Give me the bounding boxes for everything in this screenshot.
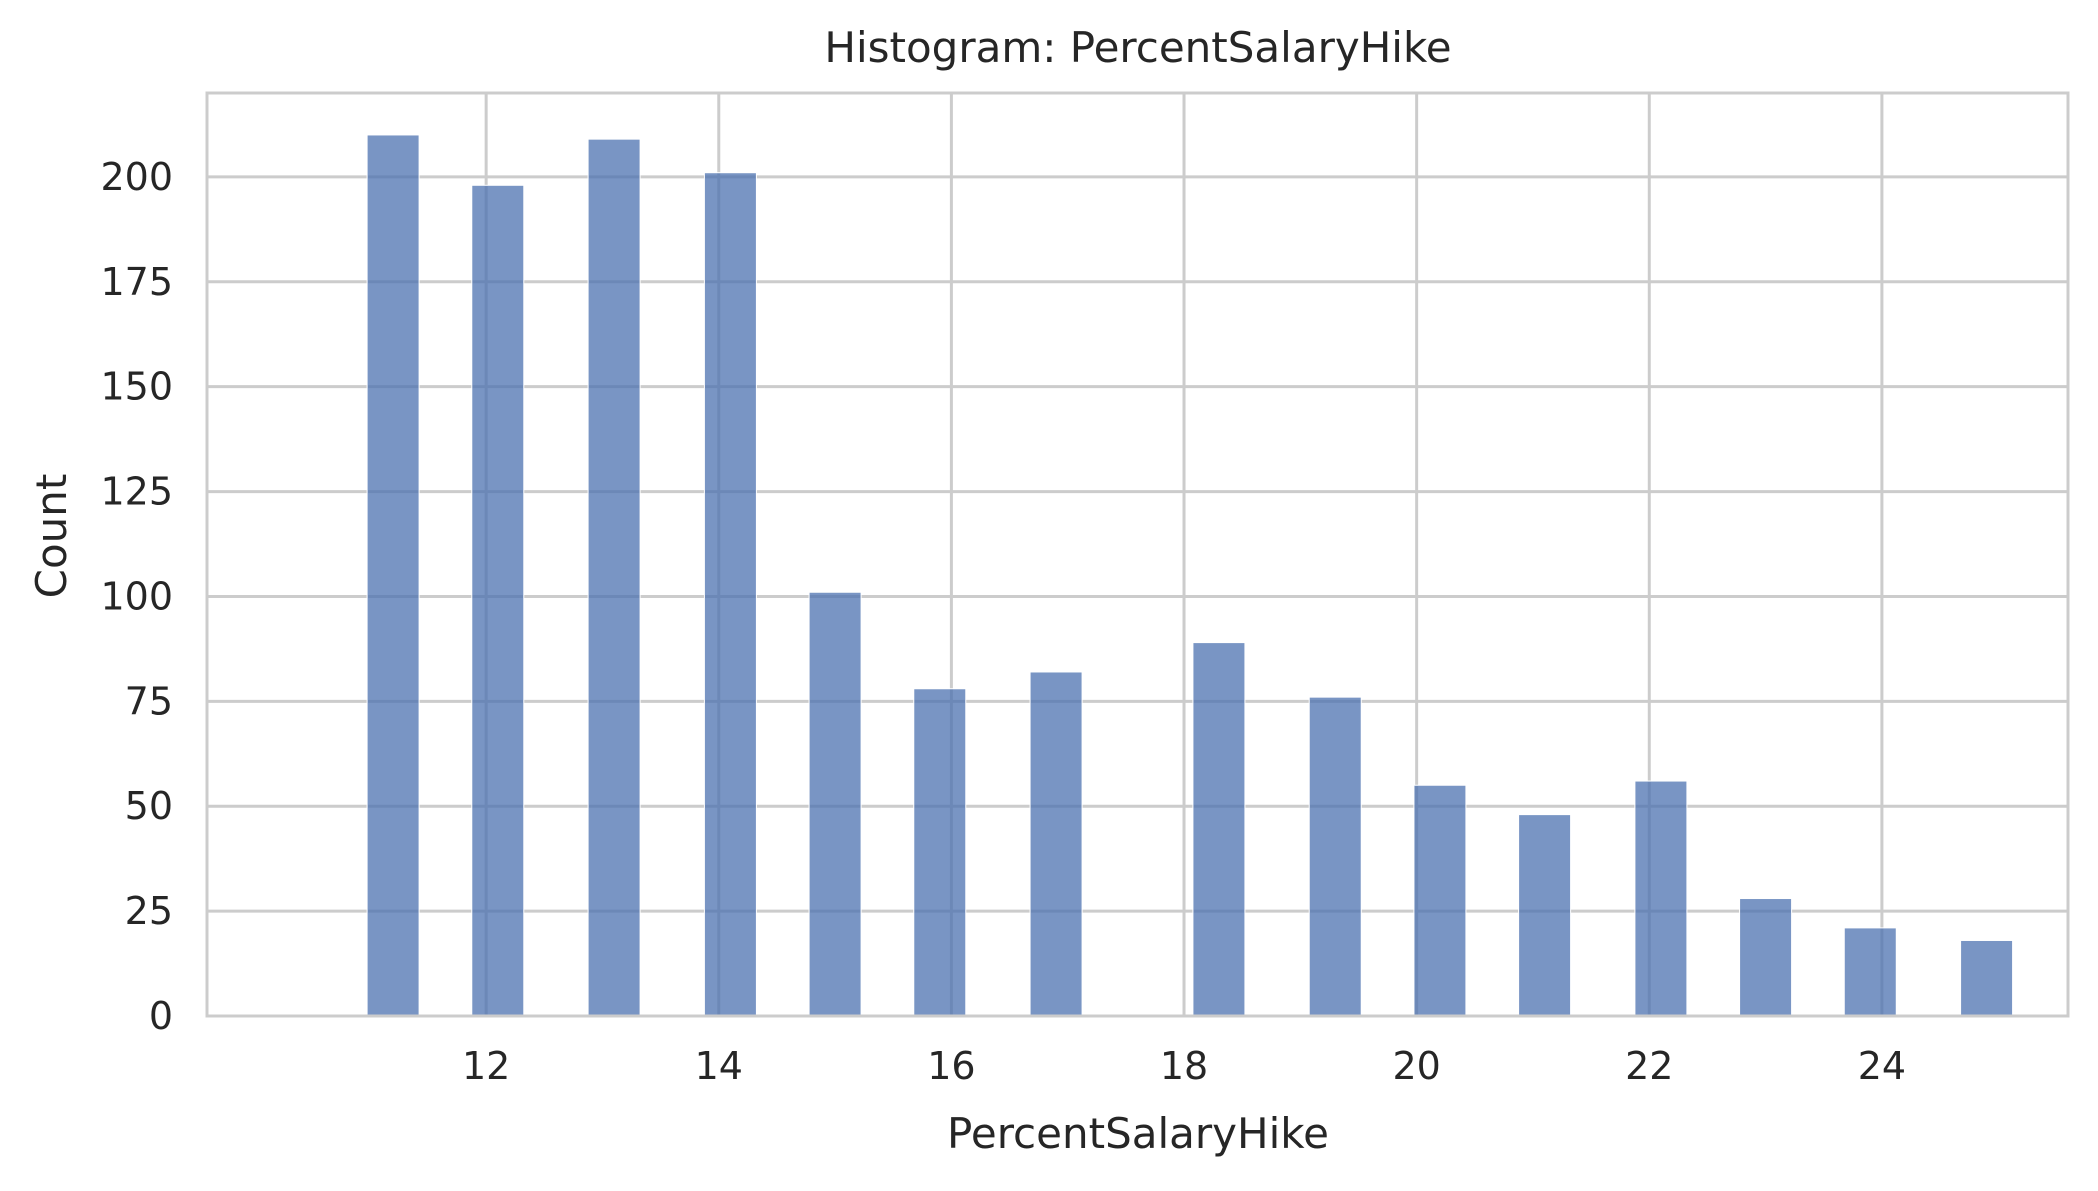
y-axis-ticks: 0 25 50 75 100 125 150 175 200 bbox=[100, 155, 173, 1038]
histogram-bar bbox=[1308, 696, 1362, 1017]
bars bbox=[366, 134, 2014, 1017]
histogram-bar bbox=[1739, 898, 1793, 1017]
y-axis-label: Count bbox=[27, 474, 76, 599]
x-tick-label: 22 bbox=[1625, 1044, 1673, 1088]
histogram-bar bbox=[587, 138, 641, 1017]
histogram-bar bbox=[703, 172, 757, 1017]
x-tick-label: 24 bbox=[1858, 1044, 1906, 1088]
y-tick-label: 125 bbox=[100, 470, 173, 514]
histogram-bar bbox=[913, 688, 967, 1017]
histogram-bar bbox=[471, 184, 525, 1017]
y-tick-label: 150 bbox=[100, 365, 173, 409]
chart-title: Histogram: PercentSalaryHike bbox=[824, 23, 1451, 72]
y-tick-label: 175 bbox=[100, 260, 173, 304]
y-tick-label: 75 bbox=[125, 679, 173, 723]
histogram-bar bbox=[366, 134, 420, 1017]
y-tick-label: 0 bbox=[149, 994, 173, 1038]
x-tick-label: 16 bbox=[927, 1044, 975, 1088]
x-axis-label: PercentSalaryHike bbox=[947, 1109, 1329, 1158]
y-tick-label: 100 bbox=[100, 574, 173, 618]
x-tick-label: 14 bbox=[695, 1044, 743, 1088]
x-tick-label: 12 bbox=[462, 1044, 510, 1088]
histogram-bar bbox=[1413, 784, 1467, 1017]
y-tick-label: 50 bbox=[125, 784, 173, 828]
y-tick-label: 200 bbox=[100, 155, 173, 199]
y-tick-label: 25 bbox=[125, 889, 173, 933]
x-tick-label: 20 bbox=[1392, 1044, 1440, 1088]
x-axis-ticks: 12 14 16 18 20 22 24 bbox=[462, 1044, 1906, 1088]
histogram-bar bbox=[1518, 814, 1572, 1017]
histogram-bar bbox=[1192, 642, 1246, 1017]
histogram-bar bbox=[1634, 780, 1688, 1017]
histogram-bar bbox=[1843, 927, 1897, 1017]
x-tick-label: 18 bbox=[1160, 1044, 1208, 1088]
histogram-bar bbox=[1960, 939, 2014, 1017]
plot-frame bbox=[205, 91, 2070, 1018]
histogram-bar bbox=[808, 591, 862, 1017]
histogram-bar bbox=[1029, 671, 1083, 1017]
